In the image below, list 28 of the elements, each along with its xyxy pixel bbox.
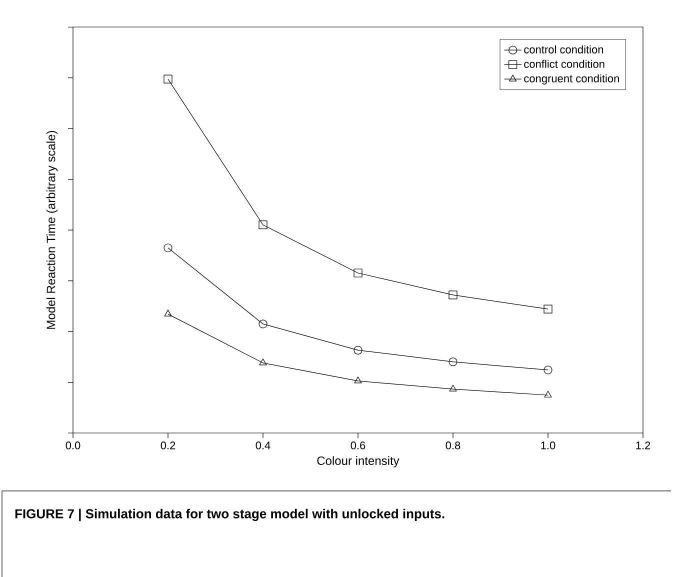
point	[354, 376, 362, 384]
point	[258, 320, 268, 328]
x-tick-label: 0.6	[350, 442, 366, 450]
x-axis-title: Colour intensity	[317, 456, 400, 468]
legend-label: conflict condition	[524, 60, 604, 68]
point	[448, 358, 458, 366]
x-tick-label: 0.4	[256, 442, 270, 450]
point	[448, 290, 458, 300]
caption: FIGURE 7 | Simulation data for two stage model with unlocked inputs.	[15, 508, 444, 522]
y-axis-title: Model Reaction Time (arbitrary scale)	[46, 130, 58, 329]
x-tick-label: 1.0	[541, 442, 556, 450]
point	[354, 268, 362, 278]
x-tick-label: 1.2	[636, 442, 650, 450]
point	[544, 366, 552, 374]
point	[259, 358, 267, 366]
x-tick-label: 0.0	[66, 442, 80, 450]
legend-label: control condition	[524, 45, 604, 54]
x-tick-label: 0.2	[160, 442, 176, 450]
point	[164, 74, 172, 84]
point	[544, 390, 552, 398]
point	[258, 220, 268, 230]
point	[164, 244, 172, 252]
point	[544, 304, 552, 314]
point	[449, 384, 457, 392]
x-tick-label: 0.8	[446, 442, 460, 450]
point	[164, 310, 172, 316]
point	[354, 346, 362, 354]
legend-label: congruent condition	[524, 74, 619, 85]
